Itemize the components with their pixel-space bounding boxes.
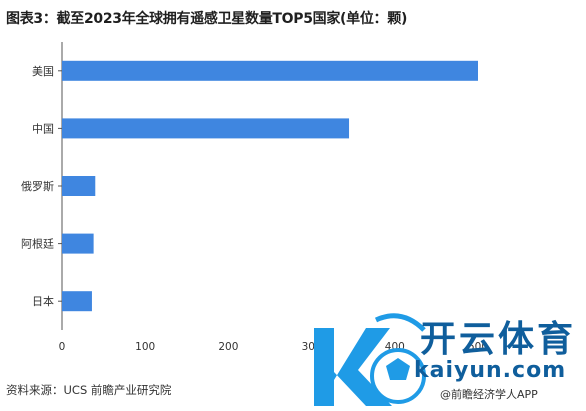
x-tick-label: 200 xyxy=(218,341,238,353)
bar xyxy=(62,118,350,139)
category-label: 中国 xyxy=(32,122,54,135)
kaiyun-logo-icon xyxy=(314,313,426,406)
chart-title: 图表3：截至2023年全球拥有遥感卫星数量TOP5国家(单位：颗) xyxy=(6,11,408,27)
bar xyxy=(62,176,96,196)
x-tick-label: 100 xyxy=(135,341,155,353)
category-label: 俄罗斯 xyxy=(21,180,54,193)
bar xyxy=(62,291,92,312)
x-tick-label: 0 xyxy=(59,341,66,353)
watermark-credit: @前瞻经济学人APP xyxy=(440,388,538,401)
category-label: 日本 xyxy=(32,294,54,308)
category-label: 阿根廷 xyxy=(21,237,54,251)
category-label: 美国 xyxy=(32,65,54,78)
bar xyxy=(62,60,478,81)
brand-name: 开云体育 xyxy=(420,319,577,360)
x-tick-label: 500 xyxy=(468,341,488,353)
source-note: 资料来源：UCS 前瞻产业研究院 xyxy=(6,383,172,397)
bar xyxy=(62,233,94,254)
brand-url: kaiyun.com xyxy=(414,358,567,383)
